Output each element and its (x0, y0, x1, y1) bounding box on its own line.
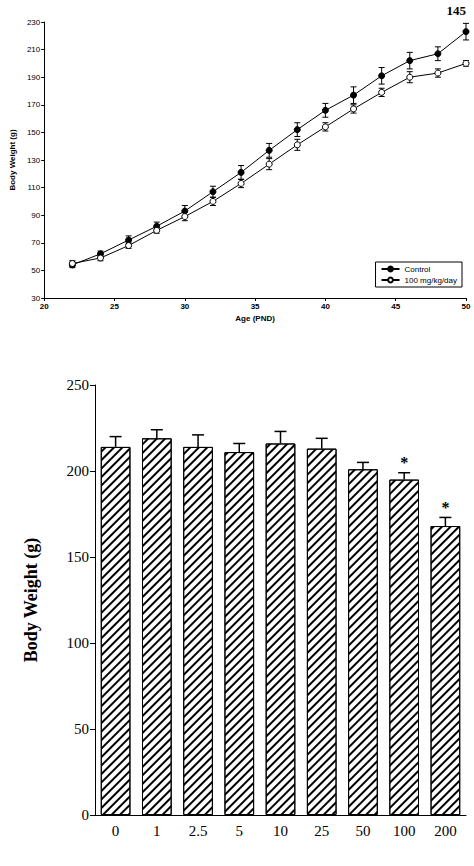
svg-text:*: * (441, 499, 449, 516)
svg-text:Control: Control (405, 265, 431, 274)
svg-text:35: 35 (251, 302, 260, 311)
svg-text:170: 170 (27, 100, 41, 109)
svg-text:50: 50 (74, 721, 89, 737)
svg-text:50: 50 (462, 302, 471, 311)
svg-text:250: 250 (67, 377, 90, 393)
svg-text:1: 1 (153, 823, 161, 839)
svg-text:100: 100 (67, 635, 90, 651)
svg-text:30: 30 (180, 302, 189, 311)
svg-text:100 mg/kg/day: 100 mg/kg/day (405, 276, 457, 285)
svg-text:Age (PND): Age (PND) (235, 314, 275, 323)
svg-text:150: 150 (67, 549, 90, 565)
svg-text:110: 110 (27, 183, 40, 192)
svg-text:5: 5 (236, 823, 244, 839)
svg-text:*: * (400, 454, 408, 471)
svg-text:30: 30 (31, 293, 41, 303)
svg-text:230: 230 (27, 18, 41, 27)
svg-text:90: 90 (31, 211, 40, 220)
svg-text:210: 210 (27, 45, 41, 54)
svg-text:145: 145 (447, 3, 467, 18)
svg-text:Body Weight (g): Body Weight (g) (8, 129, 17, 191)
svg-text:50: 50 (355, 823, 370, 839)
svg-text:200: 200 (434, 823, 457, 839)
svg-text:200: 200 (67, 463, 90, 479)
svg-text:25: 25 (110, 302, 119, 311)
svg-text:40: 40 (321, 302, 330, 311)
svg-text:190: 190 (27, 73, 41, 82)
svg-text:20: 20 (40, 302, 49, 311)
svg-text:25: 25 (314, 823, 329, 839)
svg-text:Body Weight (g): Body Weight (g) (21, 538, 42, 663)
svg-text:10: 10 (273, 823, 288, 839)
svg-text:45: 45 (391, 302, 400, 311)
svg-text:130: 130 (27, 156, 41, 165)
svg-text:0: 0 (82, 807, 90, 823)
svg-text:2.5: 2.5 (189, 823, 208, 839)
svg-text:70: 70 (31, 238, 40, 247)
svg-text:0: 0 (112, 823, 120, 839)
svg-text:100: 100 (393, 823, 416, 839)
svg-text:50: 50 (31, 266, 40, 275)
svg-text:150: 150 (27, 128, 41, 137)
